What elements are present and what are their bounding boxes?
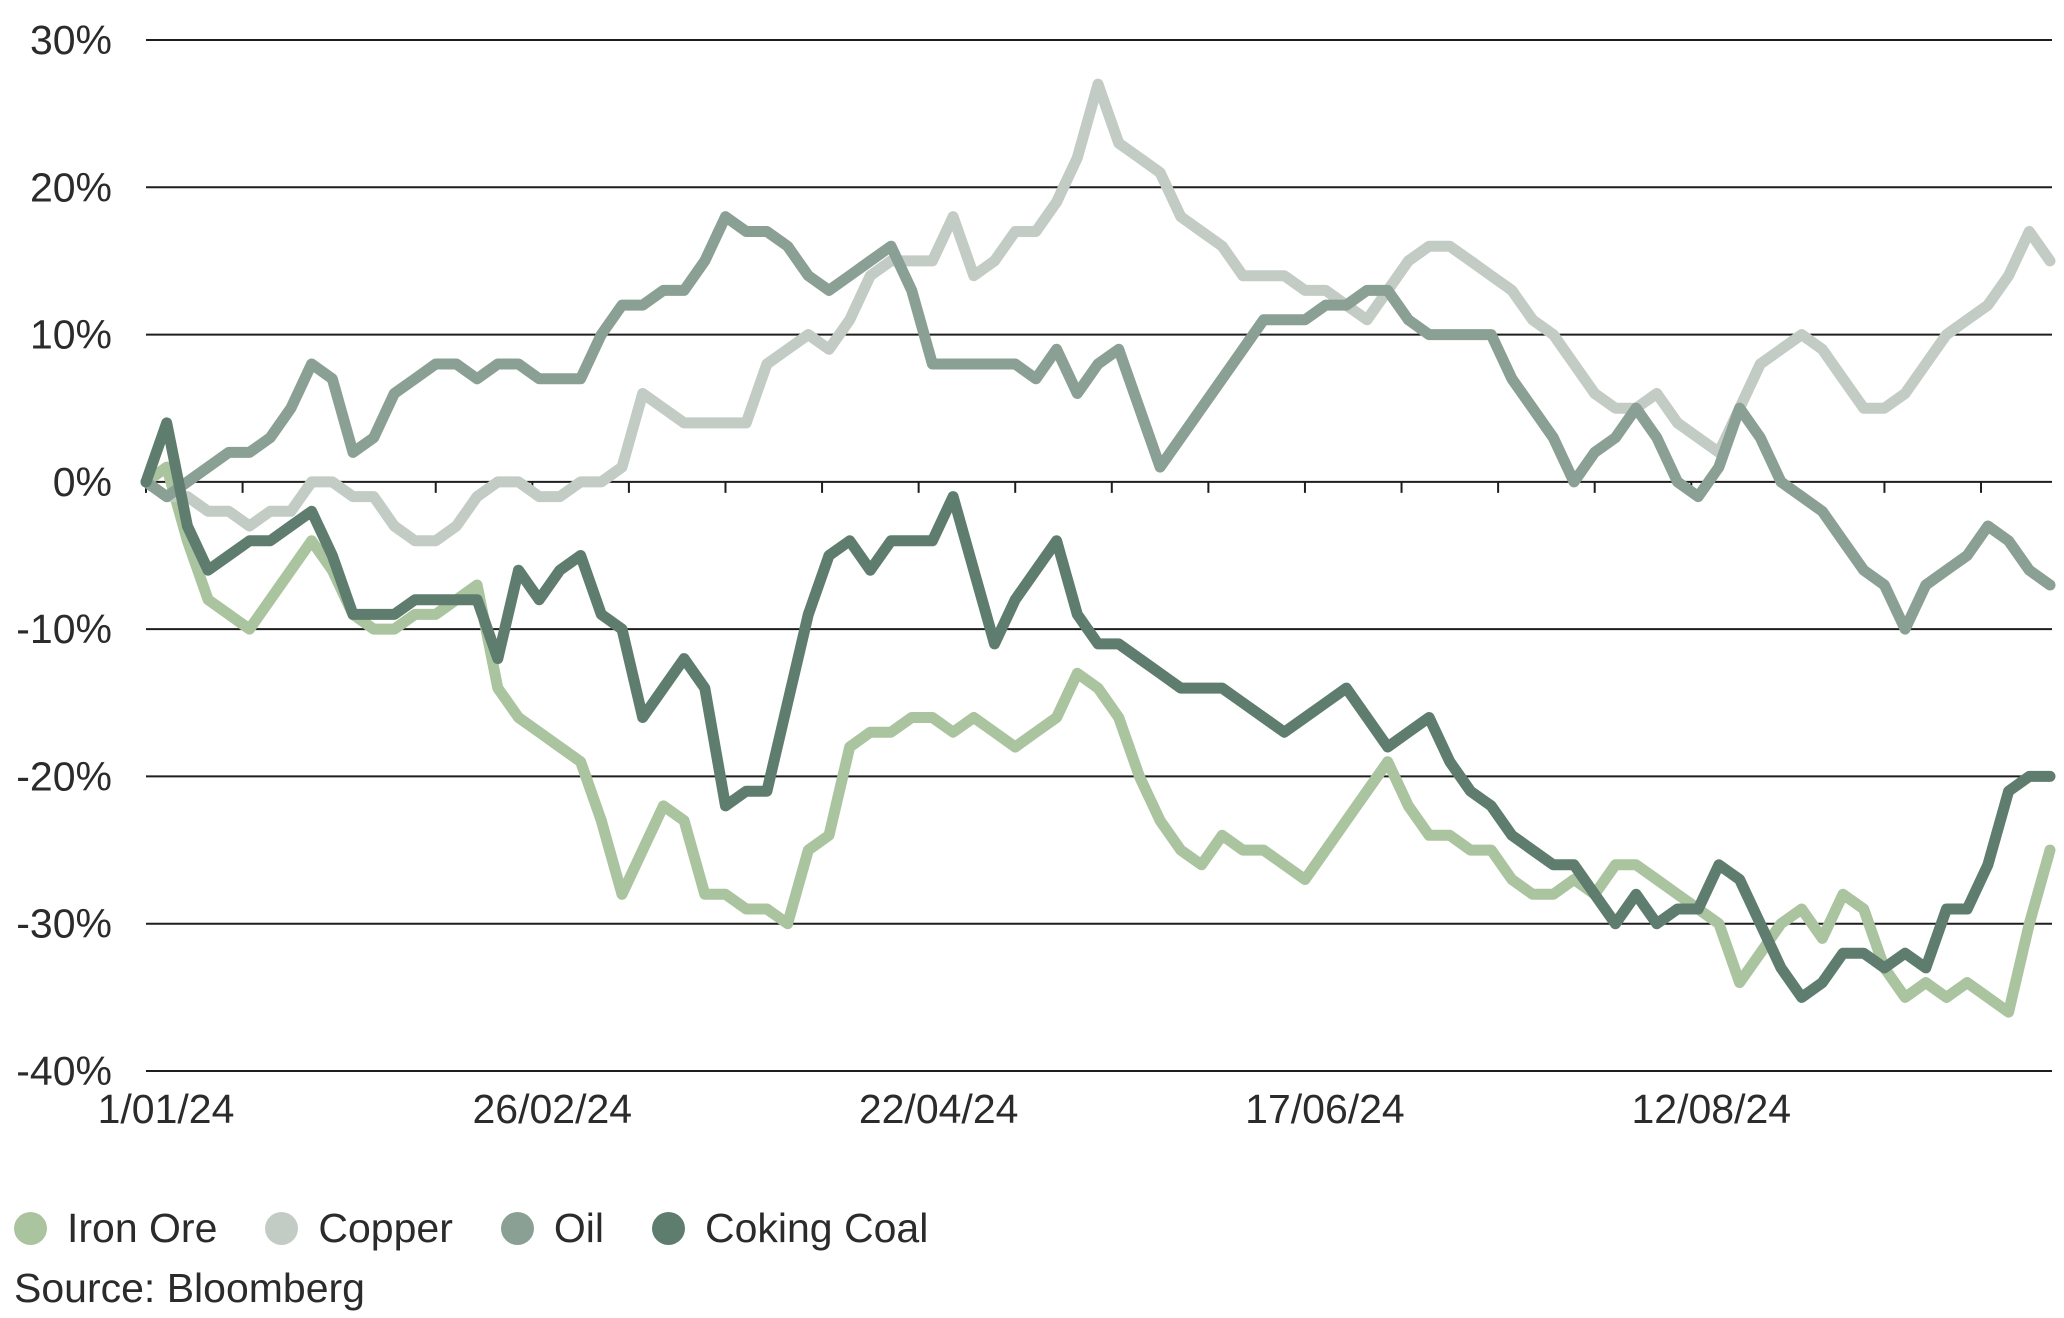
x-axis: 1/01/24 26/02/24 22/04/24 17/06/24 12/08/24 — [98, 481, 1983, 1132]
legend-swatch-iron-ore — [14, 1212, 47, 1245]
y-tick-label: 10% — [30, 312, 112, 358]
y-tick-label: -40% — [16, 1048, 112, 1094]
y-tick-label: -10% — [16, 606, 112, 652]
x-tick-label: 12/08/24 — [1631, 1086, 1791, 1132]
y-axis-labels: 30% 20% 10% 0% -10% -20% -30% -40% — [16, 17, 112, 1094]
y-tick-label: 0% — [53, 459, 112, 505]
legend-label-copper: Copper — [318, 1205, 453, 1251]
series-line-oil — [140, 211, 2056, 635]
gridlines — [146, 39, 2052, 1072]
legend-item-copper[interactable]: Copper — [265, 1205, 453, 1251]
legend-item-oil[interactable]: Oil — [500, 1205, 604, 1251]
source-note: Source: Bloomberg — [14, 1265, 365, 1311]
y-tick-label: -30% — [16, 901, 112, 947]
legend-item-coking-coal[interactable]: Coking Coal — [651, 1205, 929, 1251]
legend-label-iron-ore: Iron Ore — [67, 1205, 218, 1251]
series-lines — [140, 78, 2056, 1018]
y-tick-label: 20% — [30, 164, 112, 210]
series-line-copper — [140, 78, 2056, 547]
legend-item-iron-ore[interactable]: Iron Ore — [14, 1208, 217, 1249]
line-chart: 1/01/24 26/02/24 22/04/24 17/06/24 12/08/24 … — [16, 17, 2056, 1132]
legend-swatch-coking-coal — [651, 1212, 685, 1245]
x-tick-label: 17/06/24 — [1245, 1086, 1405, 1132]
legend: Iron Ore Copper Oil Coking Coal — [14, 1208, 976, 1249]
legend-label-coking-coal: Coking Coal — [704, 1205, 929, 1251]
legend-swatch-oil — [500, 1212, 534, 1245]
series-line-coking-coal — [140, 417, 2056, 1003]
x-tick-label: 22/04/24 — [859, 1086, 1019, 1132]
y-tick-label: -20% — [16, 753, 112, 799]
legend-swatch-copper — [265, 1212, 299, 1245]
x-tick-label: 26/02/24 — [473, 1086, 633, 1132]
legend-label-oil: Oil — [553, 1205, 604, 1251]
y-tick-label: 30% — [30, 17, 112, 63]
x-tick-label: 1/01/24 — [98, 1086, 235, 1132]
